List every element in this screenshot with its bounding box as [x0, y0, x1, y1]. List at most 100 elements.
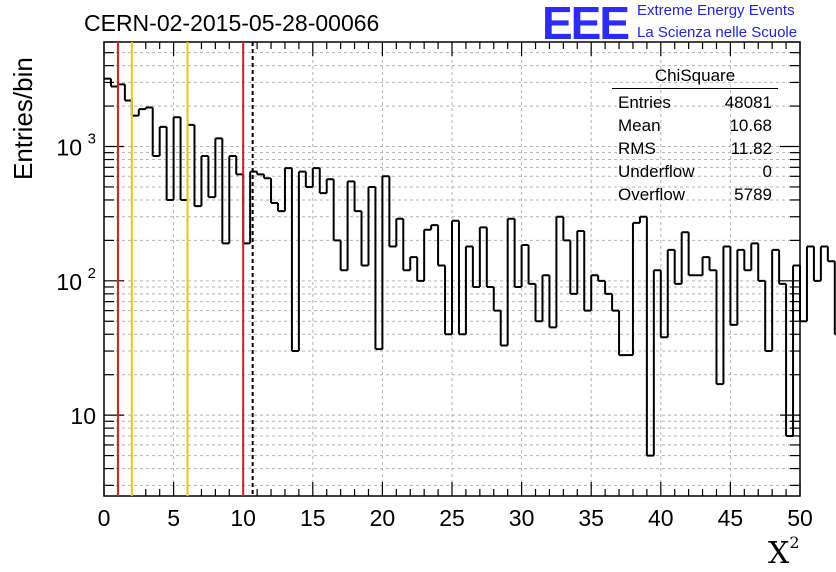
y-tick-exponent: 3	[88, 131, 96, 148]
histogram-bin	[799, 265, 807, 323]
histogram-bin	[186, 123, 195, 200]
histogram-bin	[221, 138, 230, 245]
histogram-bin	[812, 246, 821, 282]
histogram-bin	[353, 181, 362, 213]
stats-box: ChiSquare Entries 48081 Mean 10.68 RMS 11.8…	[612, 66, 778, 206]
histogram-bin	[743, 249, 752, 272]
histogram-bin	[590, 274, 599, 311]
histogram-bin	[457, 220, 466, 336]
histogram-bin	[283, 167, 292, 212]
x-tick-label: 0	[98, 505, 111, 531]
histogram-bin	[151, 107, 160, 157]
histogram-bin	[778, 249, 787, 285]
histogram-bin	[471, 246, 480, 288]
eee-logo: EEE	[542, 0, 630, 49]
logo-text-line2: La Scienza nelle Scuole	[637, 24, 798, 41]
histogram-bin	[325, 178, 334, 194]
stats-label: RMS	[618, 139, 656, 158]
histogram-bin	[290, 168, 299, 353]
histogram-bin	[541, 274, 550, 322]
stats-label: Entries	[618, 93, 671, 112]
histogram-bin	[395, 217, 404, 247]
histogram-bin	[165, 126, 174, 201]
histogram-bin	[277, 202, 285, 213]
histogram-bin	[346, 180, 355, 271]
histogram-bin	[242, 174, 251, 245]
histogram-bin	[374, 186, 383, 351]
histogram-bin	[750, 242, 759, 271]
stats-label: Overflow	[618, 185, 686, 204]
histogram-bin	[534, 283, 543, 323]
histogram-bin	[193, 124, 202, 208]
histogram-bin	[367, 185, 376, 266]
histogram-bin	[485, 227, 494, 288]
stats-row: Overflow 5789	[612, 183, 778, 206]
histogram-bin	[318, 168, 327, 195]
histogram-bin	[715, 270, 724, 386]
histogram-bin	[659, 270, 668, 339]
x-tick-label: 25	[439, 505, 465, 531]
histogram-bin	[130, 100, 139, 117]
stats-row: Mean 10.68	[612, 114, 778, 137]
stats-value: 0	[762, 162, 772, 181]
logo-text-line1: Extreme Energy Events	[637, 2, 795, 19]
histogram-bin	[263, 174, 272, 180]
histogram-bin	[555, 215, 564, 328]
histogram-bin	[464, 245, 473, 335]
histogram-bin	[722, 245, 731, 385]
histogram-bin	[701, 256, 710, 276]
histogram-bin	[785, 283, 794, 437]
histogram-bin	[402, 218, 411, 272]
histogram-bin	[611, 293, 620, 312]
histogram-bin	[109, 78, 118, 88]
histogram-bin	[506, 217, 515, 346]
histogram-bin	[137, 108, 146, 116]
y-tick-label: 10	[56, 269, 82, 295]
histogram-bin	[416, 257, 425, 282]
histogram-bin	[172, 116, 181, 200]
histogram-bin	[430, 224, 439, 230]
stats-label: Underflow	[618, 162, 695, 181]
histogram-bin	[708, 257, 717, 272]
histogram-bin	[687, 232, 696, 277]
stats-row: Entries 48081	[612, 91, 778, 114]
histogram-bin	[444, 265, 452, 336]
histogram-bin	[116, 83, 125, 87]
histogram-bin	[200, 154, 209, 207]
histogram-bin	[451, 219, 459, 335]
histogram-bin	[680, 231, 689, 284]
axes: 0 5 10 15 20 25 30 35 40 45 50 10 10 2 10 3	[56, 41, 813, 531]
histogram-bin	[499, 310, 508, 347]
stats-label: Mean	[618, 116, 661, 135]
histogram-bin	[144, 106, 153, 110]
stats-value: 11.82	[730, 139, 772, 158]
histogram-bin	[771, 248, 780, 352]
histogram-bin	[304, 171, 313, 188]
histogram-bin	[652, 269, 661, 456]
histogram-bin	[228, 154, 237, 244]
x-tick-label: 30	[509, 505, 535, 531]
histogram-bin	[604, 280, 613, 295]
histogram-bin	[214, 137, 223, 198]
histogram-bin	[729, 246, 738, 326]
histogram-bin	[638, 215, 647, 223]
x-tick-label: 45	[718, 505, 744, 531]
histogram-bin	[618, 310, 626, 357]
histogram-bin	[757, 243, 766, 282]
histogram-bin	[270, 178, 278, 204]
histogram-bin	[792, 264, 800, 436]
stats-value: 48081	[724, 93, 772, 112]
x-tick-label: 40	[648, 505, 674, 531]
x-axis-label-base: X	[768, 536, 790, 571]
histogram-bin	[548, 275, 557, 329]
histogram-bin	[437, 225, 446, 267]
histogram-bin	[332, 179, 341, 242]
histogram-bin	[819, 245, 828, 281]
histogram-bin	[256, 171, 265, 176]
y-tick-label: 10	[70, 403, 96, 429]
x-tick-label: 15	[300, 505, 326, 531]
histogram-bin	[805, 245, 814, 322]
histogram-bin	[381, 175, 390, 350]
x-axis-label-superscript: 2	[789, 533, 800, 552]
histogram-bins	[104, 77, 836, 457]
